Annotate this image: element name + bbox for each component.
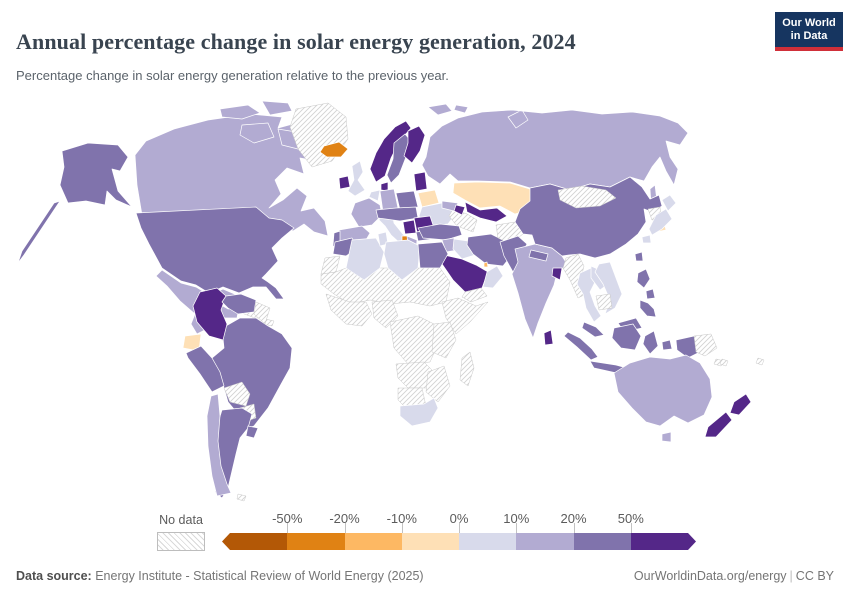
world-map-container — [10, 97, 840, 507]
legend-tick-mark — [630, 523, 632, 533]
country-guyanas[interactable] — [253, 301, 271, 325]
country-western-sahara[interactable] — [320, 255, 341, 275]
country-mongolia[interactable] — [557, 185, 617, 209]
country-peru[interactable] — [185, 345, 225, 393]
country-turkmenistan[interactable] — [448, 208, 478, 233]
country-papua-new-guinea[interactable] — [693, 333, 725, 367]
footer-links: OurWorldinData.org/energy | CC BY — [634, 569, 834, 583]
country-norway[interactable] — [369, 120, 412, 183]
legend-bin-4[interactable] — [459, 533, 516, 550]
country-algeria[interactable] — [345, 237, 385, 281]
legend-bin-3[interactable] — [402, 533, 459, 550]
country-belarus[interactable] — [417, 189, 440, 208]
country-bangladesh[interactable] — [551, 267, 563, 281]
legend-tick-label: 50% — [617, 511, 644, 526]
legend-tick-label: -20% — [329, 511, 360, 526]
country-pacific-islands[interactable] — [719, 357, 765, 367]
country-madagascar[interactable] — [459, 351, 475, 387]
country-baltic-states[interactable] — [413, 171, 428, 192]
legend-tick-mark — [287, 523, 289, 533]
country-united-states[interactable] — [135, 206, 295, 300]
country-benelux[interactable] — [368, 189, 381, 202]
legend-no-data-swatch[interactable] — [157, 532, 205, 551]
country-uruguay[interactable] — [245, 425, 259, 439]
country-alaska[interactable] — [59, 142, 133, 208]
country-united-kingdom[interactable] — [347, 160, 366, 197]
legend-bin-1[interactable] — [287, 533, 344, 550]
country-russia[interactable] — [421, 109, 689, 191]
country-aleutian-islands[interactable] — [17, 200, 61, 264]
page-title: Annual percentage change in solar energy… — [16, 28, 576, 54]
country-japan[interactable] — [641, 194, 677, 244]
legend-tick-label: 10% — [503, 511, 530, 526]
country-central-europe[interactable] — [375, 206, 419, 222]
country-philippines[interactable] — [636, 268, 657, 318]
legend-tick-label: -50% — [272, 511, 303, 526]
legend-bin-2[interactable] — [345, 533, 402, 550]
country-vietnam[interactable] — [594, 261, 623, 315]
legend-tick-label: 0% — [449, 511, 469, 526]
legend-bin-0[interactable] — [222, 533, 287, 550]
country-new-zealand[interactable] — [704, 393, 752, 438]
footer-separator: | — [789, 569, 793, 583]
country-venezuela[interactable] — [221, 293, 257, 315]
legend-no-data-label: No data — [159, 513, 203, 527]
country-yemen[interactable] — [461, 287, 488, 303]
owid-url-link[interactable]: OurWorldinData.org/energy — [633, 569, 787, 583]
legend-tick-mark — [516, 523, 518, 533]
country-libya[interactable] — [383, 239, 421, 281]
country-australia[interactable] — [613, 354, 713, 427]
legend-tick-mark — [459, 523, 460, 533]
country-denmark[interactable] — [380, 181, 389, 192]
country-oman-uae[interactable] — [482, 265, 504, 289]
country-taiwan[interactable] — [634, 251, 644, 262]
legend-tick-label: 20% — [560, 511, 587, 526]
legend-tick-mark — [401, 523, 403, 533]
country-poland[interactable] — [395, 190, 419, 211]
country-qatar[interactable] — [483, 261, 489, 268]
country-egypt[interactable] — [417, 241, 449, 269]
country-svalbard[interactable] — [427, 103, 469, 116]
country-cambodia[interactable] — [595, 293, 613, 311]
country-nepal[interactable] — [528, 249, 549, 262]
country-uzbekistan[interactable] — [464, 201, 508, 223]
footer: Data source: Energy Institute - Statisti… — [0, 569, 850, 589]
country-east-africa[interactable] — [431, 321, 457, 359]
country-south-africa[interactable] — [399, 397, 439, 427]
legend-bin-6[interactable] — [574, 533, 631, 550]
country-finland[interactable] — [403, 125, 426, 164]
country-horn-of-africa[interactable] — [441, 297, 489, 335]
country-azerbaijan[interactable] — [453, 204, 466, 216]
country-colombia[interactable] — [192, 287, 228, 341]
country-china[interactable] — [514, 176, 663, 259]
country-ireland[interactable] — [338, 175, 351, 190]
country-saudi-arabia[interactable] — [441, 254, 489, 293]
country-mozambique-zimbabwe[interactable] — [425, 365, 451, 403]
country-west-africa[interactable] — [325, 293, 373, 327]
country-turkey[interactable] — [417, 223, 463, 241]
legend-tick-label: -10% — [386, 511, 417, 526]
owid-logo[interactable]: Our World in Data — [775, 12, 843, 51]
legend-color-bar[interactable] — [222, 533, 696, 550]
country-tasmania[interactable] — [661, 431, 672, 443]
world-map[interactable] — [10, 97, 840, 507]
legend-bin-5[interactable] — [516, 533, 573, 550]
legend-tick-mark — [573, 523, 575, 533]
country-chile[interactable] — [206, 393, 232, 497]
country-france[interactable] — [350, 197, 383, 228]
page-subtitle: Percentage change in solar energy genera… — [16, 68, 449, 83]
data-source-text: Data source: Energy Institute - Statisti… — [16, 569, 424, 583]
country-serbia[interactable] — [402, 219, 417, 235]
owid-logo-text: Our World in Data — [782, 16, 836, 42]
country-sri-lanka[interactable] — [543, 329, 554, 346]
legend-bin-7[interactable] — [631, 533, 696, 550]
country-congo-basin[interactable] — [389, 315, 439, 365]
cc-by-link[interactable]: CC BY — [795, 569, 834, 583]
legend-tick-mark — [344, 523, 346, 533]
country-bolivia[interactable] — [223, 381, 251, 407]
country-iceland[interactable] — [319, 141, 349, 158]
country-sweden[interactable] — [386, 133, 412, 184]
country-falkland-islands[interactable] — [236, 493, 247, 502]
